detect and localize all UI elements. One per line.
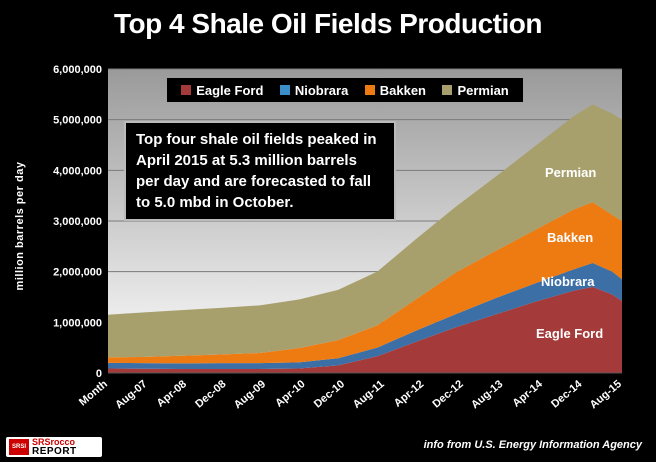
area-layer — [108, 104, 622, 373]
x-tick-label: Apr-10 — [273, 378, 307, 410]
logo-line2: REPORT — [32, 446, 77, 457]
area-niobrara — [108, 263, 622, 369]
y-tick-label: 4,000,000 — [53, 165, 102, 177]
y-tick-label: 3,000,000 — [53, 216, 102, 228]
y-tick-label: 6,000,000 — [53, 64, 102, 76]
series-label-eagle-ford: Eagle Ford — [536, 326, 604, 341]
legend-label-eagle-ford: Eagle Ford — [196, 82, 264, 98]
y-tick-label: 5,000,000 — [53, 115, 102, 127]
area-eagle-ford — [108, 286, 622, 373]
logo-badge: SRSI — [9, 439, 29, 455]
chart-title: Top 4 Shale Oil Fields Production — [114, 8, 542, 39]
x-tick-label: Aug-11 — [351, 378, 387, 411]
area-permian — [108, 104, 622, 358]
series-label-bakken: Bakken — [547, 230, 594, 245]
x-tick-label: Apr-08 — [155, 378, 189, 410]
legend-item-permian: Permian — [442, 82, 509, 98]
area-bakken — [108, 202, 622, 364]
y-axis-label: million barrels per day — [14, 161, 26, 291]
y-tick-label: 0 — [96, 368, 102, 380]
y-tick-label: 2,000,000 — [53, 267, 102, 279]
legend-item-eagle-ford: Eagle Ford — [181, 83, 263, 98]
y-tick-label: 1,000,000 — [53, 317, 102, 329]
legend-label-permian: Permian — [457, 82, 509, 98]
x-tick-label: Dec-08 — [193, 378, 228, 410]
legend-label-niobrara: Niobrara — [294, 82, 349, 98]
series-label-niobrara: Niobrara — [541, 274, 595, 289]
legend: Eagle Ford Niobrara Bakken Permian — [167, 78, 523, 102]
legend-item-bakken: Bakken — [364, 82, 426, 98]
x-tick-label: Apr-14 — [510, 378, 545, 410]
x-tick-label: Dec-12 — [430, 378, 465, 410]
x-tick-label: Aug-07 — [113, 378, 149, 411]
logo-text: SRSrocco REPORT — [32, 437, 77, 457]
series-label-permian: Permian — [545, 165, 597, 180]
legend-swatch-niobrara — [279, 85, 290, 95]
x-tick-label: Month — [77, 378, 110, 409]
x-tick-label: Aug-15 — [588, 378, 624, 411]
x-tick-label: Aug-13 — [469, 378, 505, 411]
logo-line1: SRSrocco — [32, 437, 76, 447]
x-tick-label: Aug-09 — [232, 378, 268, 411]
x-tick-label: Dec-10 — [312, 378, 347, 410]
x-tick-label: Dec-14 — [549, 378, 585, 411]
source-note: info from U.S. Energy Information Agency — [423, 439, 642, 451]
srsrocco-logo: SRSI SRSrocco REPORT — [6, 437, 102, 457]
legend-swatch-eagle-ford — [181, 85, 192, 95]
legend-item-niobrara: Niobrara — [279, 82, 349, 98]
annotation-box: Top four shale oil fields peaked in Apri… — [124, 121, 396, 221]
x-tick-label: Apr-12 — [392, 378, 426, 410]
legend-label-bakken: Bakken — [379, 82, 426, 98]
legend-swatch-permian — [442, 85, 453, 95]
legend-swatch-bakken — [364, 85, 375, 95]
